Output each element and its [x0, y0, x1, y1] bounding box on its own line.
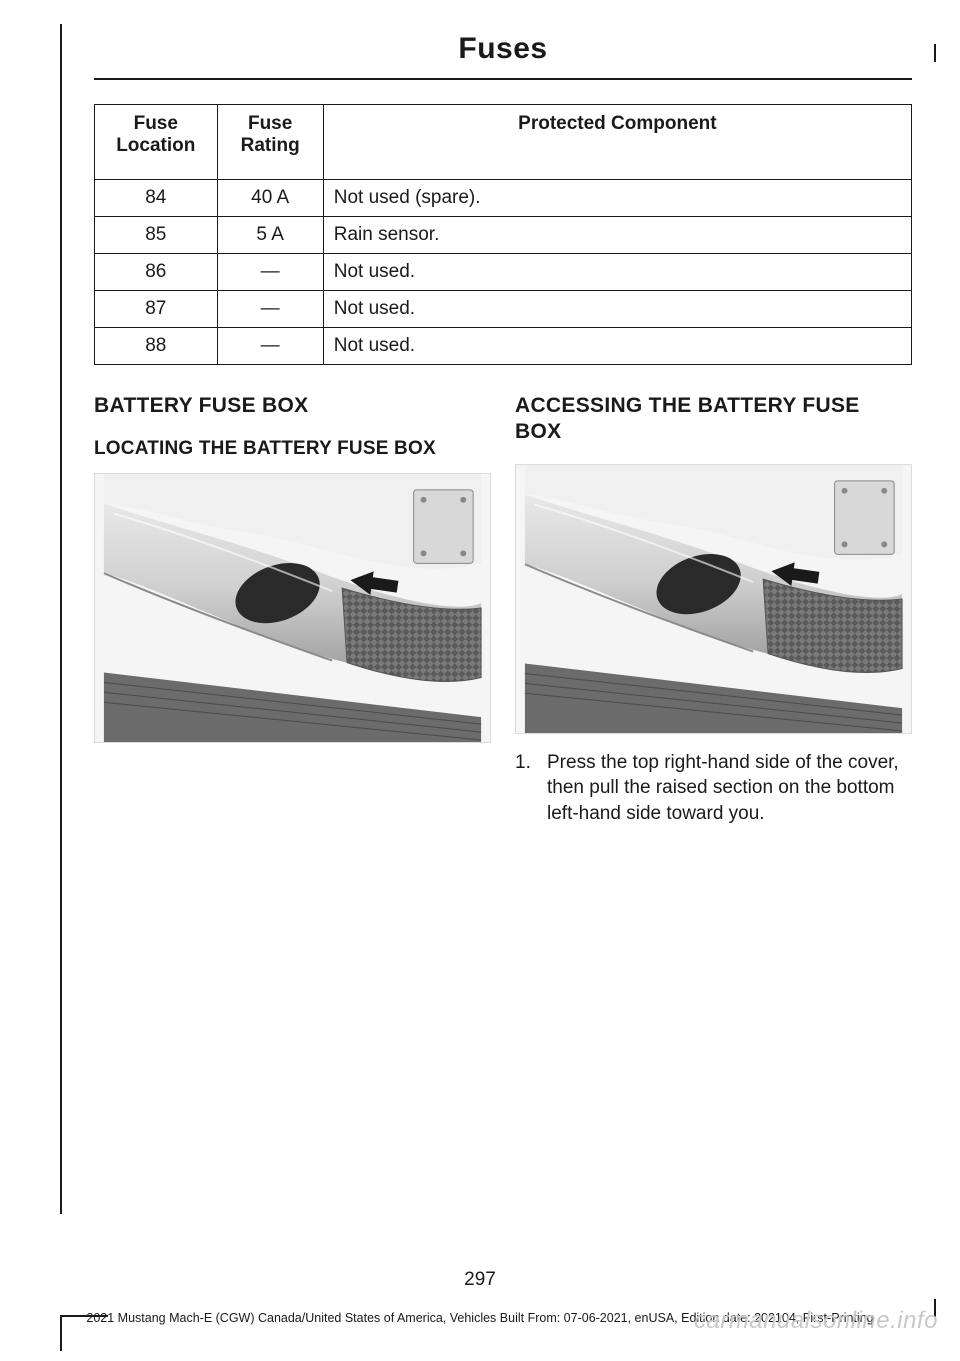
cell-rating: —: [217, 291, 323, 328]
figure-accessing: [515, 464, 912, 734]
two-column-layout: BATTERY FUSE BOX LOCATING THE BATTERY FU…: [94, 393, 912, 826]
left-column: BATTERY FUSE BOX LOCATING THE BATTERY FU…: [94, 393, 491, 826]
cell-rating: —: [217, 328, 323, 365]
cell-component: Not used.: [323, 328, 911, 365]
step-number: 1.: [515, 750, 547, 827]
cell-component: Rain sensor.: [323, 217, 911, 254]
crop-mark-top-right: [934, 44, 936, 62]
cell-rating: 5 A: [217, 217, 323, 254]
page-number: 297: [0, 1269, 960, 1291]
table-row: 87 — Not used.: [95, 291, 912, 328]
cell-component: Not used.: [323, 254, 911, 291]
table-row: 84 40 A Not used (spare).: [95, 180, 912, 217]
cell-component: Not used (spare).: [323, 180, 911, 217]
bumper-illustration-icon: [95, 474, 490, 742]
title-rule: [94, 78, 912, 80]
cell-location: 86: [95, 254, 218, 291]
col-protected-component: Protected Component: [323, 105, 911, 180]
crop-mark-bottom-left: [60, 1315, 108, 1351]
cell-rating: 40 A: [217, 180, 323, 217]
cell-location: 88: [95, 328, 218, 365]
page-frame: Fuses Fuse Location Fuse Rating Protecte…: [60, 24, 912, 1214]
heading-locating-battery-fuse-box: LOCATING THE BATTERY FUSE BOX: [94, 437, 491, 461]
right-column: ACCESSING THE BATTERY FUSE BOX: [515, 393, 912, 826]
heading-battery-fuse-box: BATTERY FUSE BOX: [94, 393, 491, 419]
table-row: 88 — Not used.: [95, 328, 912, 365]
table-row: 86 — Not used.: [95, 254, 912, 291]
step-text: Press the top right-hand side of the cov…: [547, 750, 912, 827]
bumper-illustration-icon: [516, 465, 911, 733]
table-row: 85 5 A Rain sensor.: [95, 217, 912, 254]
watermark: carmanualsonline.info: [694, 1307, 938, 1335]
table-header-row: Fuse Location Fuse Rating Protected Comp…: [95, 105, 912, 180]
cell-location: 85: [95, 217, 218, 254]
cell-component: Not used.: [323, 291, 911, 328]
cell-rating: —: [217, 254, 323, 291]
step-1: 1. Press the top right-hand side of the …: [515, 750, 912, 827]
figure-locating: [94, 473, 491, 743]
col-fuse-location: Fuse Location: [95, 105, 218, 180]
cell-location: 84: [95, 180, 218, 217]
cell-location: 87: [95, 291, 218, 328]
page-title: Fuses: [94, 24, 912, 78]
heading-accessing-battery-fuse-box: ACCESSING THE BATTERY FUSE BOX: [515, 393, 912, 446]
col-fuse-rating: Fuse Rating: [217, 105, 323, 180]
fuse-table: Fuse Location Fuse Rating Protected Comp…: [94, 104, 912, 365]
